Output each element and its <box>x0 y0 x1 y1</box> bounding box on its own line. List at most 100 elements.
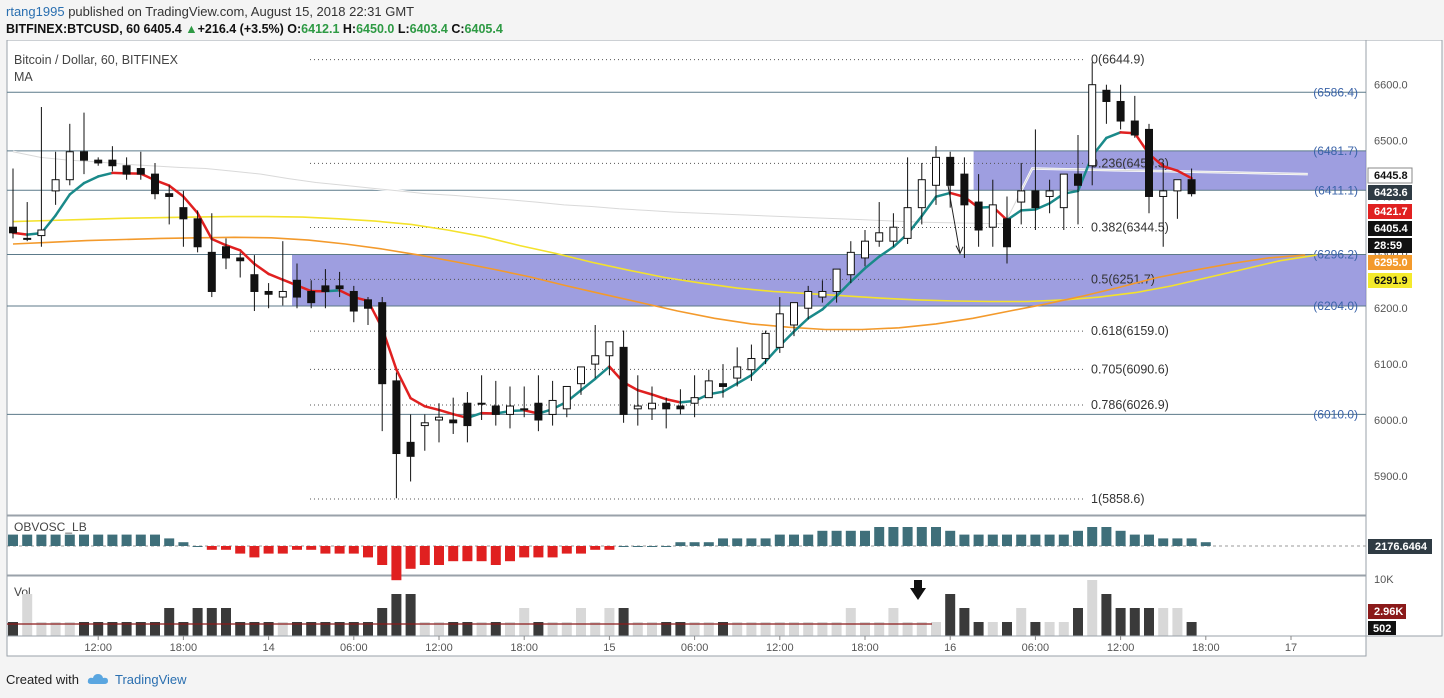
volume-bar <box>1073 608 1083 636</box>
x-tick-4: 12:00 <box>425 642 453 654</box>
price-axis-bg <box>1365 40 1443 637</box>
candle-body <box>94 159 103 164</box>
candle-body <box>676 405 685 410</box>
ema-segment <box>1019 208 1037 212</box>
volume-bar <box>760 622 771 636</box>
price-tag-0: 6445.8 <box>1374 170 1408 182</box>
ema-segment <box>849 267 867 283</box>
obv-bar <box>547 546 558 558</box>
volume-bar <box>1030 622 1041 636</box>
candle-body <box>662 402 671 410</box>
candle-body <box>520 408 529 411</box>
obv-bar <box>1002 534 1012 546</box>
obv-bar <box>1044 534 1055 546</box>
volume-bar <box>618 608 629 636</box>
price-tag-2: 6421.7 <box>1374 206 1408 218</box>
created-with-text: Created with <box>6 672 79 687</box>
volume-bar <box>505 622 515 636</box>
volume-bar <box>377 608 388 636</box>
ema-segment <box>664 397 682 404</box>
candle-body <box>1187 179 1196 195</box>
obv-bar <box>860 530 870 546</box>
price-chart[interactable]: (6586.4) (6481.7) (6411.1) (6296.2) (6204.0)… <box>0 40 1444 666</box>
obv-bar <box>561 546 572 554</box>
ema-segment <box>1176 169 1193 180</box>
candle-body <box>1003 218 1011 248</box>
ema-segment <box>267 272 285 281</box>
x-tick-13: 18:00 <box>1192 642 1220 654</box>
ema-segment <box>54 193 72 217</box>
candle-body <box>733 366 742 379</box>
symbol-name: BITFINEX:BTCUSD, 60 <box>6 22 141 36</box>
candle-body <box>1074 173 1082 186</box>
volume-bar <box>1101 594 1112 636</box>
candle-body <box>1173 179 1182 192</box>
candle-body <box>335 285 344 290</box>
obv-bar <box>348 546 359 554</box>
volume-bar <box>703 622 714 636</box>
open-value: 6412.1 <box>301 22 340 36</box>
obv-bar <box>36 534 47 546</box>
obv-bar <box>1016 534 1027 546</box>
candle-body <box>9 226 17 234</box>
candle-body <box>704 380 713 399</box>
obv-bar <box>1200 542 1211 546</box>
candle-body <box>875 232 884 242</box>
price-tag-3: 6405.4 <box>1374 223 1409 235</box>
x-tick-12: 12:00 <box>1107 642 1135 654</box>
obv-tag: 2176.6464 <box>1375 541 1428 553</box>
obv-bar <box>987 534 998 546</box>
low-label: L: <box>397 22 410 36</box>
obv-bar <box>590 546 601 550</box>
obv-bar <box>135 534 146 546</box>
obv-bar <box>661 546 672 547</box>
ema-segment <box>224 243 242 252</box>
ema-segment <box>182 195 199 215</box>
volume-bar <box>845 608 856 636</box>
x-tick-14: 17 <box>1285 642 1297 654</box>
obv-bar <box>419 546 430 565</box>
volume-bar <box>576 608 586 636</box>
ema-segment <box>196 211 214 241</box>
candle-body <box>165 193 174 197</box>
obv-bar <box>817 530 828 546</box>
volume-bar <box>306 622 317 636</box>
candle-body <box>179 207 188 220</box>
volume-bar <box>8 622 18 636</box>
volume-bar <box>860 622 870 636</box>
obv-bar <box>1101 527 1112 546</box>
candle-body <box>65 151 74 181</box>
ema-segment <box>1161 164 1179 172</box>
obv-bar <box>490 546 501 565</box>
candle-body <box>23 237 32 240</box>
candle-body <box>321 285 330 292</box>
candle-body <box>548 399 557 415</box>
volume-bar <box>732 622 743 636</box>
fib-label-0: 0(6644.9) <box>1091 53 1145 67</box>
candle-body <box>236 257 245 262</box>
ema-segment <box>395 368 412 400</box>
volume-bar <box>533 622 544 636</box>
tradingview-link[interactable]: TradingView <box>115 672 187 687</box>
ema-segment <box>1105 131 1122 140</box>
y-tick-1: 6500.0 <box>1374 136 1408 148</box>
footer: Created with TradingView <box>6 672 187 688</box>
volume-bar <box>746 622 757 636</box>
obv-bar <box>206 546 217 550</box>
obv-bar <box>916 527 927 546</box>
volume-bar <box>874 622 885 636</box>
obv-bar <box>363 546 373 558</box>
candle-body <box>80 151 88 161</box>
volume-bar <box>334 622 345 636</box>
obv-bar <box>150 534 160 546</box>
obv-bar <box>533 546 544 558</box>
author-name[interactable]: rtang1995 <box>6 4 65 19</box>
ema-segment <box>650 393 668 401</box>
obv-bar <box>79 534 89 546</box>
obv-bar <box>462 546 473 562</box>
candle-body <box>591 355 600 365</box>
candle-body <box>818 290 827 298</box>
candle-body <box>946 156 955 186</box>
high-label: H: <box>342 22 357 36</box>
obv-bar <box>931 527 941 546</box>
